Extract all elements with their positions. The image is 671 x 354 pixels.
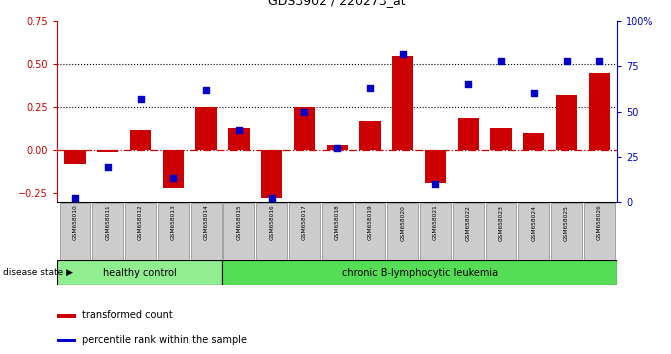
Text: GSM658016: GSM658016 [269, 205, 274, 240]
FancyBboxPatch shape [93, 203, 123, 259]
FancyBboxPatch shape [256, 203, 287, 259]
Text: GSM658020: GSM658020 [400, 205, 405, 241]
Text: GSM658022: GSM658022 [466, 205, 471, 241]
Bar [556, 95, 577, 150]
Text: GSM658023: GSM658023 [499, 205, 503, 241]
Point [332, 145, 343, 150]
Text: chronic B-lymphocytic leukemia: chronic B-lymphocytic leukemia [342, 268, 498, 278]
Point [266, 195, 277, 201]
Bar [228, 128, 250, 150]
Text: GSM658018: GSM658018 [335, 205, 340, 240]
Text: GSM658021: GSM658021 [433, 205, 438, 240]
FancyBboxPatch shape [387, 203, 418, 259]
Text: percentile rank within the sample: percentile rank within the sample [83, 335, 247, 345]
Bar [392, 56, 413, 150]
Text: GSM658011: GSM658011 [105, 205, 110, 240]
Text: GSM658019: GSM658019 [368, 205, 372, 240]
FancyBboxPatch shape [551, 203, 582, 259]
Bar [327, 145, 348, 150]
Text: GSM658013: GSM658013 [171, 205, 176, 240]
Bar [491, 128, 512, 150]
Text: GSM658025: GSM658025 [564, 205, 569, 241]
Point [136, 96, 146, 102]
Bar [523, 133, 544, 150]
Bar [64, 150, 86, 164]
FancyBboxPatch shape [486, 203, 517, 259]
FancyBboxPatch shape [420, 203, 451, 259]
Bar [223, 260, 617, 285]
FancyBboxPatch shape [519, 203, 549, 259]
Bar [588, 73, 610, 150]
Point [201, 87, 211, 93]
Text: GSM658017: GSM658017 [302, 205, 307, 240]
FancyBboxPatch shape [453, 203, 484, 259]
Text: disease state ▶: disease state ▶ [3, 268, 73, 277]
Point [397, 51, 408, 57]
Text: GSM658010: GSM658010 [72, 205, 78, 240]
FancyBboxPatch shape [191, 203, 221, 259]
FancyBboxPatch shape [289, 203, 320, 259]
FancyBboxPatch shape [223, 203, 254, 259]
FancyBboxPatch shape [322, 203, 352, 259]
Point [70, 195, 81, 201]
Point [364, 85, 375, 91]
Point [528, 91, 539, 96]
Bar [195, 107, 217, 150]
Bar [130, 130, 151, 150]
Point [234, 127, 244, 132]
Bar [458, 118, 479, 150]
Point [430, 181, 441, 187]
Bar [57, 314, 76, 318]
FancyBboxPatch shape [158, 203, 189, 259]
Point [496, 58, 507, 64]
Text: GSM658026: GSM658026 [597, 205, 602, 240]
FancyBboxPatch shape [125, 203, 156, 259]
Text: GSM658015: GSM658015 [236, 205, 242, 240]
Bar [97, 150, 119, 152]
Point [594, 58, 605, 64]
Point [463, 81, 474, 87]
FancyBboxPatch shape [584, 203, 615, 259]
Bar [359, 121, 380, 150]
Bar [162, 150, 184, 188]
Bar [261, 150, 282, 198]
Text: GSM658012: GSM658012 [138, 205, 143, 240]
Text: GSM658024: GSM658024 [531, 205, 536, 241]
Bar [57, 338, 76, 342]
Text: GSM658014: GSM658014 [203, 205, 209, 240]
Point [168, 176, 178, 181]
Text: transformed count: transformed count [83, 310, 173, 320]
Bar [294, 107, 315, 150]
Point [299, 109, 310, 114]
Point [103, 165, 113, 170]
FancyBboxPatch shape [354, 203, 385, 259]
Text: GDS3902 / 220273_at: GDS3902 / 220273_at [268, 0, 406, 7]
Point [561, 58, 572, 64]
Text: healthy control: healthy control [103, 268, 176, 278]
Bar [57, 260, 223, 285]
FancyBboxPatch shape [60, 203, 91, 259]
Bar [425, 150, 446, 183]
